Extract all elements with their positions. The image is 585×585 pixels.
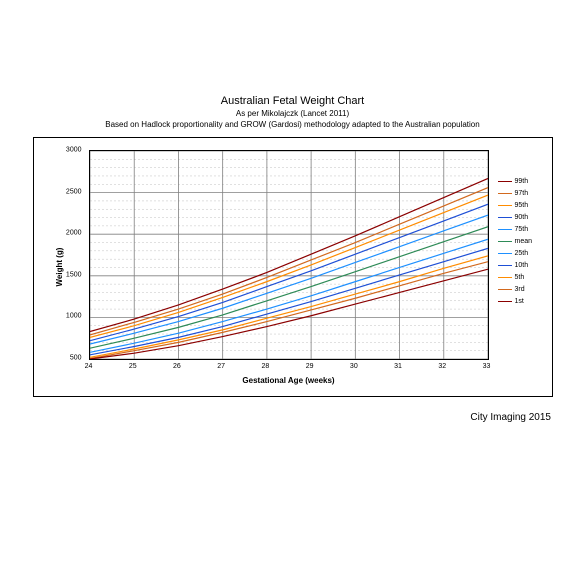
- legend-label: 99th: [515, 178, 529, 185]
- legend-item: 90th: [498, 214, 546, 221]
- page: Australian Fetal Weight Chart As per Mik…: [0, 0, 585, 585]
- xtick-label: 32: [438, 363, 446, 370]
- legend-swatch: [498, 265, 512, 266]
- chart-frame: Weight (g) Gestational Age (weeks) 500 10…: [33, 137, 553, 397]
- x-axis-label: Gestational Age (weeks): [89, 376, 489, 385]
- legend-item: mean: [498, 238, 546, 245]
- legend-swatch: [498, 205, 512, 206]
- legend-label: 1st: [515, 298, 524, 305]
- ytick-label: 500: [52, 355, 82, 362]
- legend-item: 99th: [498, 178, 546, 185]
- legend-label: 25th: [515, 250, 529, 257]
- legend: 99th 97th 95th 90th 75th mean 25th 10th 5th 3rd 1s…: [498, 178, 546, 310]
- ytick-label: 2000: [52, 230, 82, 237]
- legend-label: mean: [515, 238, 533, 245]
- title-block: Australian Fetal Weight Chart As per Mik…: [0, 95, 585, 129]
- legend-swatch: [498, 229, 512, 230]
- xtick-label: 27: [217, 363, 225, 370]
- ytick-label: 3000: [52, 147, 82, 154]
- legend-swatch: [498, 181, 512, 182]
- ytick-label: 1000: [52, 313, 82, 320]
- legend-item: 95th: [498, 202, 546, 209]
- xtick-label: 33: [483, 363, 491, 370]
- legend-item: 10th: [498, 262, 546, 269]
- legend-swatch: [498, 277, 512, 278]
- legend-item: 75th: [498, 226, 546, 233]
- legend-swatch: [498, 217, 512, 218]
- legend-label: 95th: [515, 202, 529, 209]
- legend-swatch: [498, 253, 512, 254]
- legend-item: 1st: [498, 298, 546, 305]
- ytick-label: 2500: [52, 188, 82, 195]
- legend-item: 25th: [498, 250, 546, 257]
- chart-title: Australian Fetal Weight Chart: [0, 95, 585, 107]
- legend-swatch: [498, 289, 512, 290]
- xtick-label: 26: [173, 363, 181, 370]
- legend-label: 97th: [515, 190, 529, 197]
- y-axis-label: Weight (g): [54, 248, 63, 287]
- footer-credit: City Imaging 2015: [470, 412, 551, 423]
- plot-svg: [90, 151, 488, 359]
- xtick-label: 31: [394, 363, 402, 370]
- legend-swatch: [498, 193, 512, 194]
- xtick-label: 30: [350, 363, 358, 370]
- chart-subtitle-2: Based on Hadlock proportionality and GRO…: [0, 120, 585, 129]
- plot-area: [89, 150, 489, 360]
- xtick-label: 29: [306, 363, 314, 370]
- legend-label: 90th: [515, 214, 529, 221]
- xtick-label: 25: [129, 363, 137, 370]
- ytick-label: 1500: [52, 271, 82, 278]
- legend-label: 75th: [515, 226, 529, 233]
- legend-swatch: [498, 241, 512, 242]
- chart-subtitle-1: As per Mikolajczk (Lancet 2011): [0, 109, 585, 118]
- legend-item: 5th: [498, 274, 546, 281]
- legend-item: 97th: [498, 190, 546, 197]
- legend-label: 5th: [515, 274, 525, 281]
- legend-label: 10th: [515, 262, 529, 269]
- legend-label: 3rd: [515, 286, 525, 293]
- legend-item: 3rd: [498, 286, 546, 293]
- xtick-label: 28: [261, 363, 269, 370]
- legend-swatch: [498, 301, 512, 302]
- xtick-label: 24: [85, 363, 93, 370]
